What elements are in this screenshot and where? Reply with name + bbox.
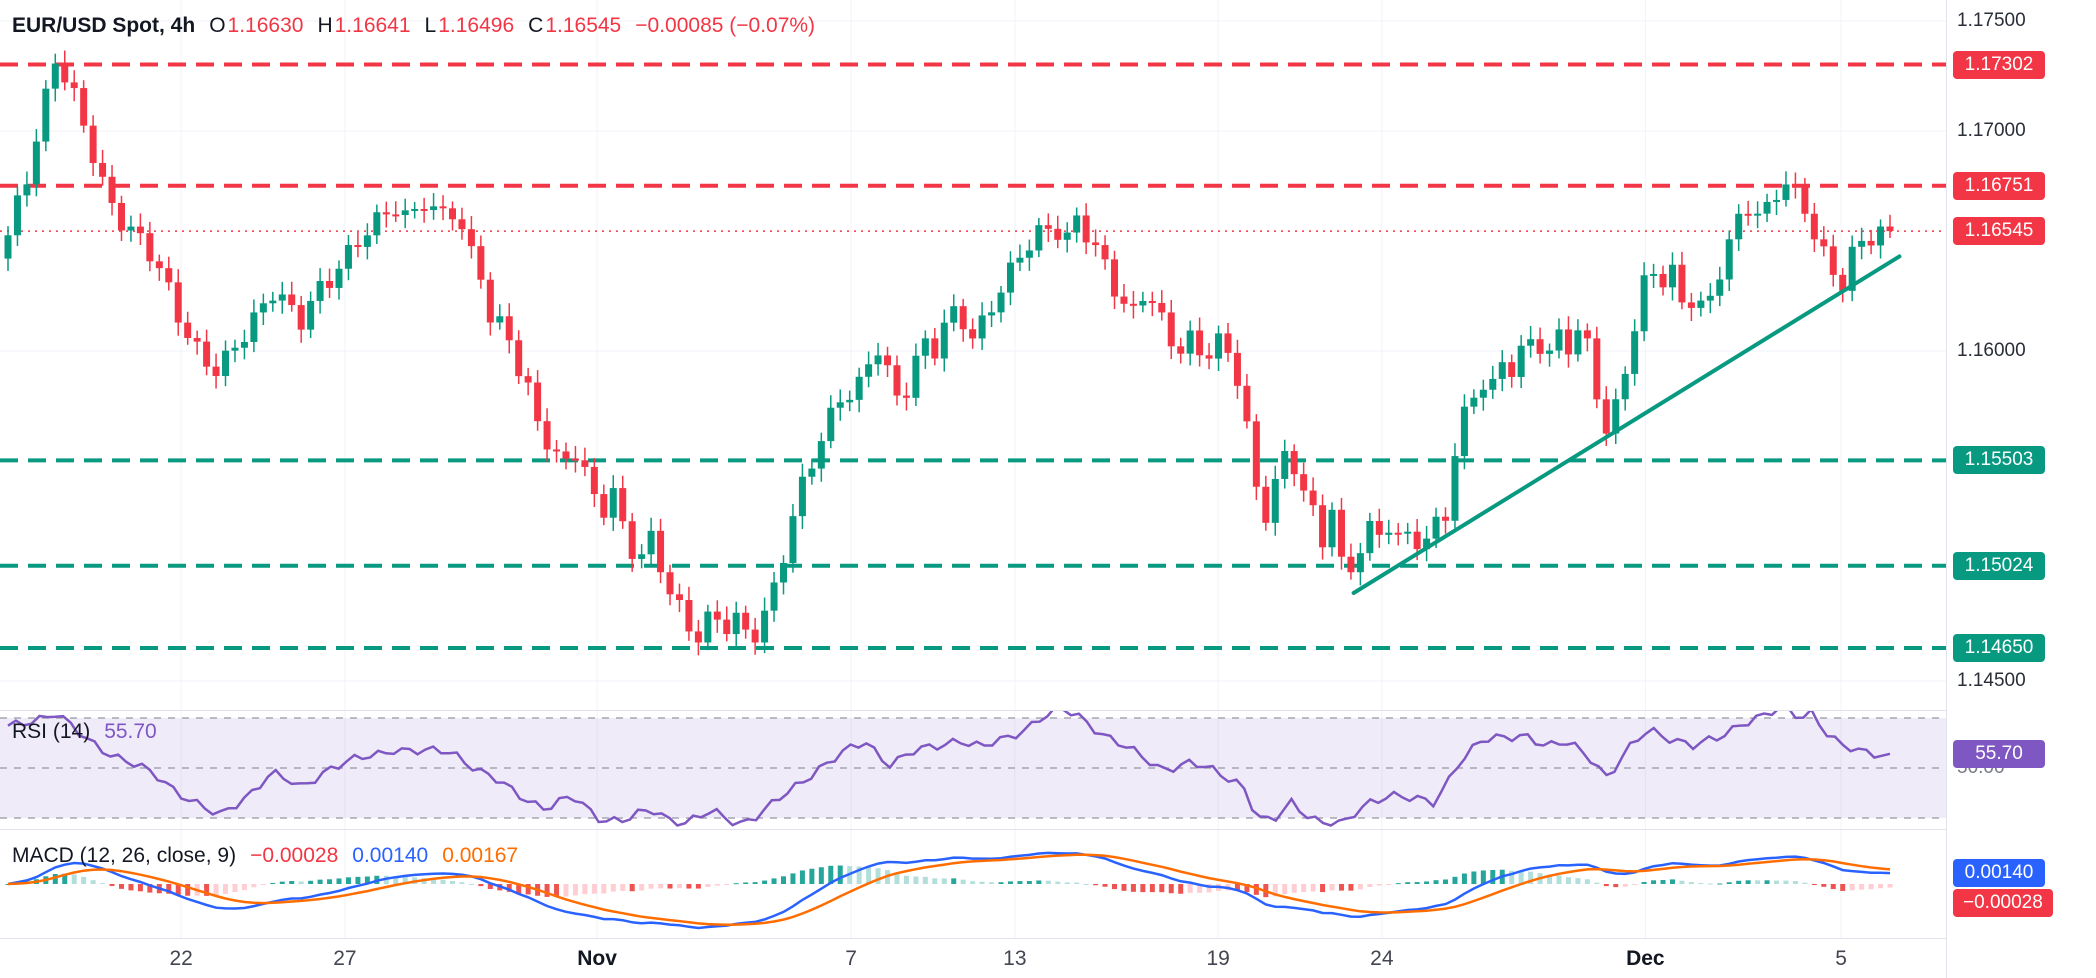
price-tick: 1.17000 bbox=[1957, 120, 2026, 141]
macd-line[interactable] bbox=[7, 851, 1891, 930]
price-pane[interactable] bbox=[0, 0, 1946, 710]
macd-value-badge: 0.00140 bbox=[1953, 859, 2045, 887]
rsi-pane[interactable] bbox=[0, 707, 1946, 829]
time-label: 7 bbox=[845, 947, 857, 970]
rsi-value: 55.70 bbox=[104, 720, 157, 743]
time-label: Dec bbox=[1626, 947, 1665, 970]
macd-line-value: 0.00140 bbox=[352, 844, 429, 867]
macd-title[interactable]: MACD (12, 26, close, 9) bbox=[12, 844, 237, 867]
price-legend: EUR/USD Spot, 4h O 1.16630 H 1.16641 L 1.16… bbox=[12, 14, 815, 38]
symbol-title[interactable]: EUR/USD Spot, 4h bbox=[12, 14, 196, 37]
price-level-badge: 1.15024 bbox=[1953, 551, 2045, 580]
price-level-badge: 1.16751 bbox=[1953, 171, 2045, 200]
time-label: 19 bbox=[1206, 947, 1230, 970]
price-level-badge: 1.14650 bbox=[1953, 634, 2045, 662]
macd-legend: MACD (12, 26, close, 9) −0.00028 0.00140… bbox=[12, 844, 518, 868]
rsi-legend: RSI (14) 55.70 bbox=[12, 720, 157, 744]
price-tick: 1.14500 bbox=[1957, 670, 2026, 691]
ohlc-low: L 1.16496 bbox=[424, 14, 515, 37]
macd-signal-value: 0.00167 bbox=[442, 844, 519, 867]
candlestick-series[interactable] bbox=[4, 50, 1894, 656]
time-label: 5 bbox=[1835, 947, 1847, 970]
macd-hist-value: −0.00028 bbox=[250, 844, 339, 867]
ohlc-open: O 1.16630 bbox=[209, 14, 304, 37]
time-label: 22 bbox=[169, 947, 193, 970]
time-label: 13 bbox=[1003, 947, 1027, 970]
rsi-title[interactable]: RSI (14) bbox=[12, 720, 91, 743]
time-label: 27 bbox=[333, 947, 357, 970]
time-label: 24 bbox=[1370, 947, 1394, 970]
rsi-value-badge: 55.70 bbox=[1953, 739, 2045, 768]
trend-line[interactable] bbox=[1351, 254, 1902, 595]
ohlc-close: C 1.16545 bbox=[528, 14, 622, 37]
price-tick: 1.17500 bbox=[1957, 10, 2026, 31]
rsi-line[interactable] bbox=[7, 707, 1891, 827]
ohlc-high: H 1.16641 bbox=[317, 14, 411, 37]
price-change: −0.00085 (−0.07%) bbox=[635, 14, 816, 37]
macd-pane[interactable] bbox=[5, 830, 1893, 938]
price-tick: 1.16000 bbox=[1957, 340, 2026, 361]
price-level-badge: 1.16545 bbox=[1953, 217, 2045, 246]
price-level-badge: 1.17302 bbox=[1953, 50, 2045, 79]
macd-hist-badge: −0.00028 bbox=[1953, 889, 2053, 917]
macd-signal-line[interactable] bbox=[7, 853, 1891, 927]
time-scale[interactable]: 22 27 Nov 7 13 19 24 Dec 5 bbox=[0, 939, 1946, 978]
price-level-badge: 1.15503 bbox=[1953, 446, 2045, 475]
time-label: Nov bbox=[577, 947, 617, 970]
price-scale[interactable]: 1.17500 1.17000 1.16000 1.14500 1.17302 1.167… bbox=[1946, 0, 2096, 978]
